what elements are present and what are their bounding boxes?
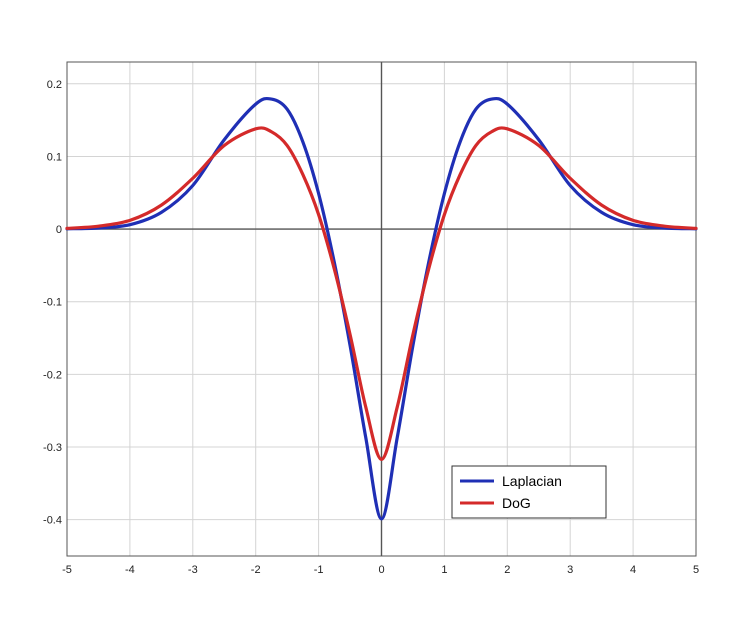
series-line-dog: [65, 126, 698, 461]
x-tick-label: -1: [314, 564, 324, 576]
y-tick-label: -0.3: [43, 442, 62, 454]
x-tick-label: -5: [62, 564, 72, 576]
x-tick-label: 1: [441, 564, 447, 576]
x-tick-label: 3: [567, 564, 573, 576]
y-tick-label: -0.4: [43, 515, 62, 527]
zero-axes: [67, 62, 696, 556]
x-tick-label: -3: [188, 564, 198, 576]
y-tick-label: -0.2: [43, 369, 62, 381]
x-tick-label: 2: [504, 564, 510, 576]
y-tick-labels: 0.2 0.1 0 -0.1 -0.2 -0.3 -0.4: [43, 79, 62, 527]
x-tick-label: 4: [630, 564, 636, 576]
x-tick-label: 5: [693, 564, 699, 576]
y-tick-label: 0.1: [47, 151, 62, 163]
legend: Laplacian DoG: [451, 465, 607, 519]
y-tick-label: -0.1: [43, 297, 62, 309]
series-lines: [65, 96, 698, 521]
x-tick-labels: -5 -4 -3 -2 -1 0 1 2 3 4 5: [62, 564, 699, 576]
x-tick-label: -2: [251, 564, 261, 576]
y-tick-label: 0.2: [47, 79, 62, 91]
legend-box: [451, 465, 607, 519]
plot-frame: [66, 61, 697, 557]
y-tick-label: 0: [56, 224, 62, 236]
x-tick-label: 0: [378, 564, 384, 576]
x-tick-label: -4: [125, 564, 135, 576]
series-line-laplacian: [65, 96, 698, 521]
legend-label-laplacian: Laplacian: [502, 473, 562, 489]
legend-label-dog: DoG: [502, 495, 531, 511]
